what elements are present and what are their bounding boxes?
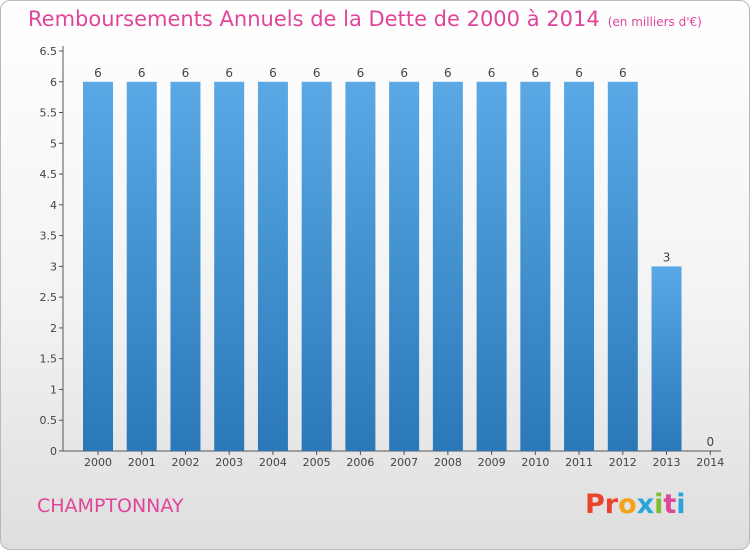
x-tick-label: 2002 [171, 456, 199, 469]
x-tick-label: 2011 [565, 456, 593, 469]
bar-value-label: 6 [269, 66, 277, 80]
bar-value-label: 3 [663, 250, 671, 264]
bar-value-label: 6 [619, 66, 627, 80]
bar-value-label: 6 [225, 66, 233, 80]
y-tick-label: 6.5 [40, 45, 58, 58]
chart-title: Remboursements Annuels de la Dette de 20… [28, 7, 702, 31]
bar [301, 81, 332, 452]
y-tick-label: 5 [50, 137, 57, 150]
bar [83, 81, 113, 452]
y-tick-label: 5.5 [40, 107, 58, 120]
logo-letter: P [585, 489, 605, 520]
bar [170, 81, 201, 452]
logo-letter: i [676, 489, 686, 520]
x-tick-label: 2006 [346, 456, 374, 469]
y-tick-label: 0.5 [40, 414, 58, 427]
x-tick-label: 2014 [696, 456, 724, 469]
bar [126, 81, 157, 452]
bar [520, 81, 551, 452]
bar-value-label: 6 [138, 66, 146, 80]
x-tick-label: 2013 [653, 456, 681, 469]
y-tick-label: 2 [50, 322, 57, 335]
y-tick-label: 1 [50, 383, 57, 396]
bar-value-label: 6 [532, 66, 540, 80]
x-tick-label: 2000 [84, 456, 112, 469]
x-tick-label: 2003 [215, 456, 243, 469]
bar-value-label: 6 [357, 66, 365, 80]
y-tick-label: 3.5 [40, 230, 58, 243]
x-tick-label: 2012 [609, 456, 637, 469]
logo-letter: o [618, 489, 637, 520]
x-tick-label: 2009 [478, 456, 506, 469]
y-tick-label: 0 [50, 445, 57, 458]
x-tick-label: 2007 [390, 456, 418, 469]
bar-value-label: 0 [706, 435, 714, 449]
y-tick-label: 1.5 [40, 353, 58, 366]
bar [389, 81, 420, 452]
y-tick-label: 4 [50, 199, 57, 212]
bar [345, 81, 376, 452]
bar-value-label: 6 [444, 66, 452, 80]
y-tick-label: 4.5 [40, 168, 58, 181]
proxiti-logo: Proxiti [585, 489, 686, 520]
bar [432, 81, 463, 452]
bar-value-label: 6 [313, 66, 321, 80]
logo-letter: t [663, 489, 677, 520]
bar-value-label: 6 [94, 66, 102, 80]
logo-letter: i [654, 489, 664, 520]
logo-letter: x [636, 489, 655, 520]
bar-value-label: 6 [182, 66, 190, 80]
y-tick-label: 3 [50, 260, 57, 273]
chart-unit-note: (en milliers d'€) [607, 15, 702, 29]
x-tick-label: 2001 [128, 456, 156, 469]
y-tick-label: 2.5 [40, 291, 58, 304]
logo-letter: r [604, 489, 619, 520]
x-tick-label: 2008 [434, 456, 462, 469]
bar [257, 81, 288, 452]
bar [214, 81, 245, 452]
bar [607, 81, 638, 452]
x-tick-label: 2005 [303, 456, 331, 469]
bar [651, 266, 682, 451]
chart-title-text: Remboursements Annuels de la Dette de 20… [28, 7, 600, 31]
y-tick-label: 6 [50, 76, 57, 89]
bar-value-label: 6 [575, 66, 583, 80]
bar-value-label: 6 [488, 66, 496, 80]
bar [476, 81, 507, 452]
x-tick-label: 2004 [259, 456, 287, 469]
bar [564, 81, 595, 452]
x-tick-label: 2010 [521, 456, 549, 469]
bar-value-label: 6 [400, 66, 408, 80]
commune-name: CHAMPTONNAY [37, 495, 184, 517]
